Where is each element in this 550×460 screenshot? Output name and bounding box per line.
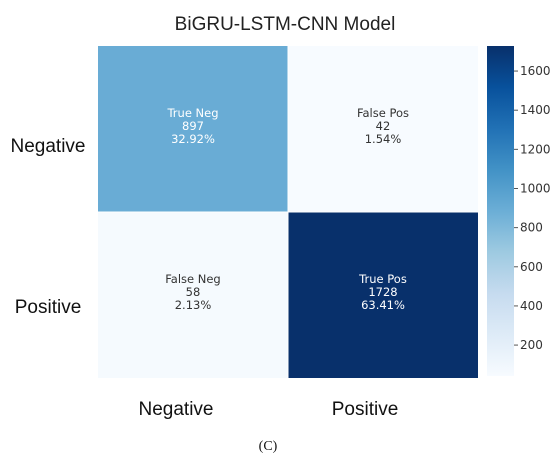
cell-name-label: False Neg: [165, 272, 221, 286]
cell-count-label: 897: [182, 119, 204, 133]
cell-name-label: True Pos: [358, 272, 407, 286]
colorbar-tick-label: 200: [520, 338, 543, 352]
chart-title: BiGRU-LSTM-CNN Model: [175, 14, 396, 35]
colorbar-tick-label: 1000: [520, 181, 550, 195]
cell-percent-label: 1.54%: [365, 132, 402, 146]
row-label-positive: Positive: [15, 297, 82, 318]
colorbar-tick-label: 800: [520, 221, 543, 235]
col-label-negative: Negative: [139, 399, 214, 420]
colorbar-tick-label: 1200: [520, 142, 550, 156]
colorbar-ticks: 200 400 600 800 1000 1200 1400 1600: [514, 64, 550, 352]
col-label-positive: Positive: [332, 399, 399, 420]
cell-name-label: True Neg: [166, 106, 218, 120]
heatmap-cell: [288, 212, 478, 378]
cell-count-label: 58: [186, 285, 201, 299]
cell-percent-label: 63.41%: [361, 298, 405, 312]
row-label-negative: Negative: [11, 136, 86, 157]
cell-count-label: 1728: [368, 285, 397, 299]
cell-name-label: False Pos: [357, 106, 409, 120]
colorbar-tick-label: 400: [520, 299, 543, 313]
cell-count-label: 42: [376, 119, 391, 133]
colorbar-tick-label: 1400: [520, 103, 550, 117]
heatmap-cell: [98, 46, 288, 212]
heatmap-cell: [98, 212, 288, 378]
cell-percent-label: 32.92%: [171, 132, 215, 146]
heatmap-cell: [288, 46, 478, 212]
panel-label: (C): [259, 439, 278, 454]
colorbar-tick-label: 600: [520, 260, 543, 274]
colorbar-tick-label: 1600: [520, 64, 550, 78]
colorbar: [487, 46, 514, 376]
cell-percent-label: 2.13%: [175, 298, 212, 312]
